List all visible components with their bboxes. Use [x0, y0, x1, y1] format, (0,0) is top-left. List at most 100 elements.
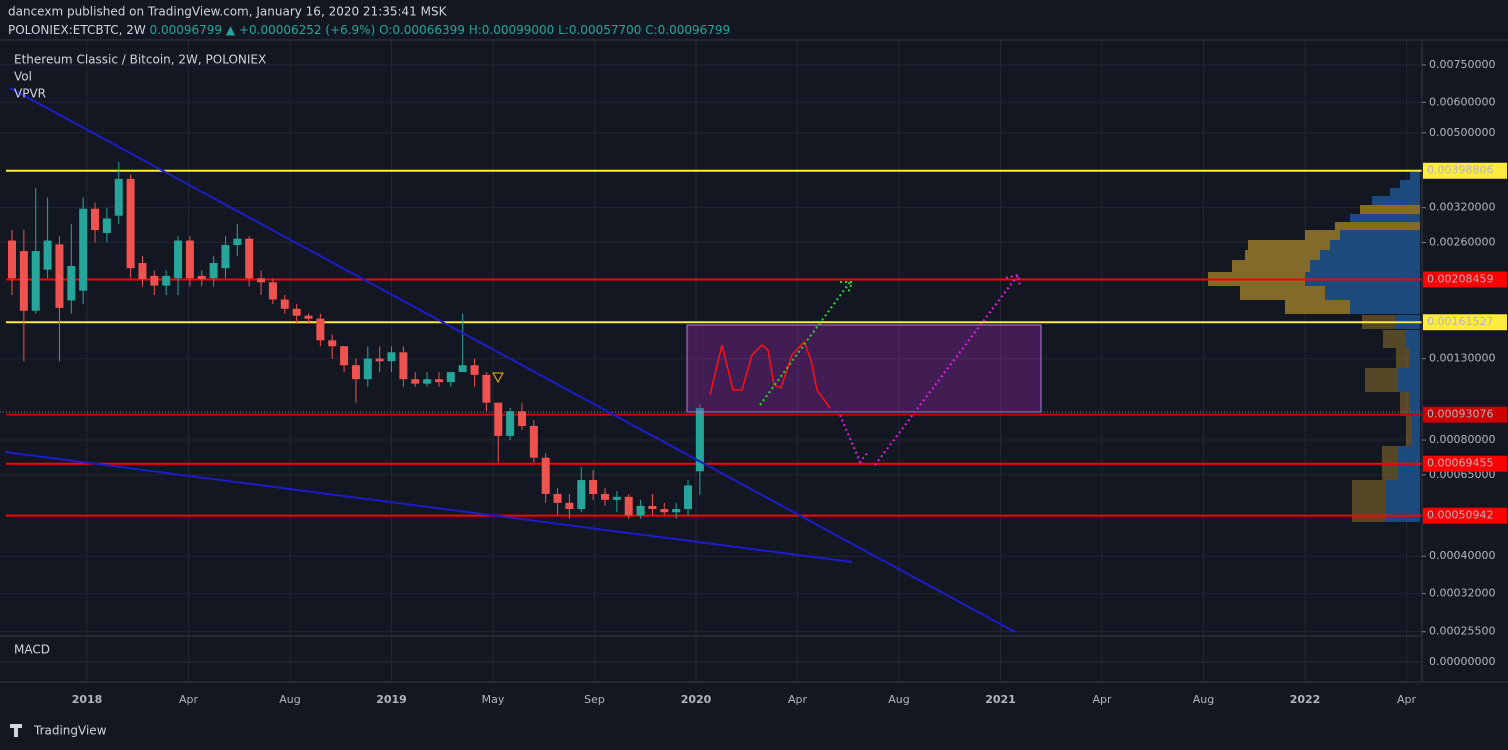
ohlc-high: H:0.00099000	[469, 23, 555, 37]
candles	[8, 162, 704, 519]
candle-body	[446, 372, 455, 383]
candle-body	[684, 485, 693, 510]
candle-body	[245, 238, 254, 279]
level-label-bg	[1423, 507, 1507, 524]
candle-body	[434, 379, 443, 383]
level-label: 0.00050942	[1427, 509, 1493, 522]
candle-body	[114, 178, 123, 216]
x-tick-label: Aug	[279, 693, 300, 706]
candle-body	[340, 346, 349, 366]
candle-body	[19, 251, 28, 311]
y-tick-label: 0.00025500	[1429, 625, 1495, 638]
candle-body	[648, 505, 657, 510]
candle-body	[482, 374, 491, 403]
drawings	[0, 87, 1422, 633]
candle-body	[541, 457, 550, 494]
candle-body	[268, 282, 277, 300]
x-tick-label: Apr	[1092, 693, 1112, 706]
candle-body	[185, 240, 194, 279]
candle-body	[79, 208, 88, 291]
chart-title: Ethereum Classic / Bitcoin, 2W, POLONIEX	[14, 53, 266, 67]
x-tick-label: Sep	[584, 693, 605, 706]
level-label-bg	[1423, 162, 1507, 179]
change: ▲ +0.00006252 (+6.9%)	[226, 23, 375, 37]
x-tick-label: 2021	[985, 693, 1016, 706]
candle-body	[517, 411, 526, 426]
candle-body	[660, 509, 669, 513]
y-tick-label: 0.00500000	[1429, 126, 1495, 139]
candle-body	[601, 493, 609, 500]
candle-body	[292, 308, 301, 316]
x-tick-label: 2019	[376, 693, 407, 706]
x-tick-label: Apr	[179, 693, 199, 706]
x-tick-label: Apr	[1397, 693, 1417, 706]
candle-body	[150, 275, 159, 286]
candle-body	[91, 208, 100, 231]
candle-body	[411, 379, 420, 384]
ohlc-open: O:0.00066399	[379, 23, 465, 37]
symbol: POLONIEX:ETCBTC, 2W	[8, 23, 146, 37]
x-tick-label: May	[482, 693, 505, 706]
level-label-bg	[1423, 271, 1507, 288]
candle-body	[209, 263, 218, 279]
level-label: 0.00093076	[1427, 408, 1493, 421]
macd-label: MACD	[14, 643, 50, 657]
candle-body	[423, 379, 432, 384]
candle-body	[221, 245, 230, 269]
candle-body	[529, 425, 538, 458]
quote-line: POLONIEX:ETCBTC, 2W 0.00096799 ▲ +0.0000…	[8, 23, 730, 37]
level-label: 0.00069455	[1427, 457, 1493, 470]
ohlc-low: L:0.00057700	[558, 23, 641, 37]
y-tick-label: 0.00750000	[1429, 58, 1495, 71]
grid	[0, 40, 1422, 682]
level-label: 0.00161527	[1427, 315, 1493, 328]
candle-body	[8, 240, 16, 279]
brand-logo	[10, 724, 22, 737]
candle-body	[138, 263, 147, 280]
level-label: 0.00208459	[1427, 272, 1493, 285]
price: 0.00096799	[150, 23, 223, 37]
ohlc-close: C:0.00096799	[645, 23, 730, 37]
macd-tick-label: 0.00000000	[1429, 655, 1495, 668]
candle-body	[387, 352, 396, 362]
candle-body	[458, 365, 467, 373]
candle-body	[328, 340, 337, 347]
candle-body	[565, 502, 574, 510]
y-tick-label: 0.00040000	[1429, 549, 1495, 562]
x-tick-label: 2022	[1290, 693, 1321, 706]
candle-body	[624, 496, 633, 516]
candle-body	[55, 244, 64, 308]
candle-body	[672, 509, 681, 513]
x-tick-label: Aug	[888, 693, 909, 706]
brand: TradingView	[33, 724, 107, 738]
indicator-label: VPVR	[14, 87, 46, 101]
candle-body	[280, 299, 289, 309]
candle-body	[399, 352, 408, 380]
candle-body	[577, 480, 586, 510]
y-tick-label: 0.00130000	[1429, 352, 1495, 365]
candle-body	[304, 315, 313, 319]
indicator-label: Vol	[14, 70, 32, 84]
candle-body	[162, 275, 171, 286]
level-label-bg	[1423, 314, 1507, 331]
candle-body	[102, 218, 111, 234]
candle-body	[257, 278, 266, 283]
y-tick-label: 0.00032000	[1429, 587, 1495, 600]
x-tick-label: 2018	[72, 693, 103, 706]
candle-body	[506, 411, 515, 436]
candle-body	[553, 493, 562, 503]
candle-body	[43, 240, 52, 270]
candle-body	[126, 178, 135, 269]
candle-body	[31, 251, 40, 311]
y-tick-label: 0.00600000	[1429, 95, 1495, 108]
candle-body	[67, 265, 76, 301]
published-line: dancexm published on TradingView.com, Ja…	[8, 5, 448, 19]
candle-body	[351, 365, 360, 380]
candle-body	[375, 358, 384, 362]
candle-body	[695, 408, 704, 472]
candle-body	[494, 402, 503, 436]
candle-body	[470, 365, 479, 375]
candle-body	[233, 238, 242, 246]
y-tick-label: 0.00080000	[1429, 433, 1495, 446]
